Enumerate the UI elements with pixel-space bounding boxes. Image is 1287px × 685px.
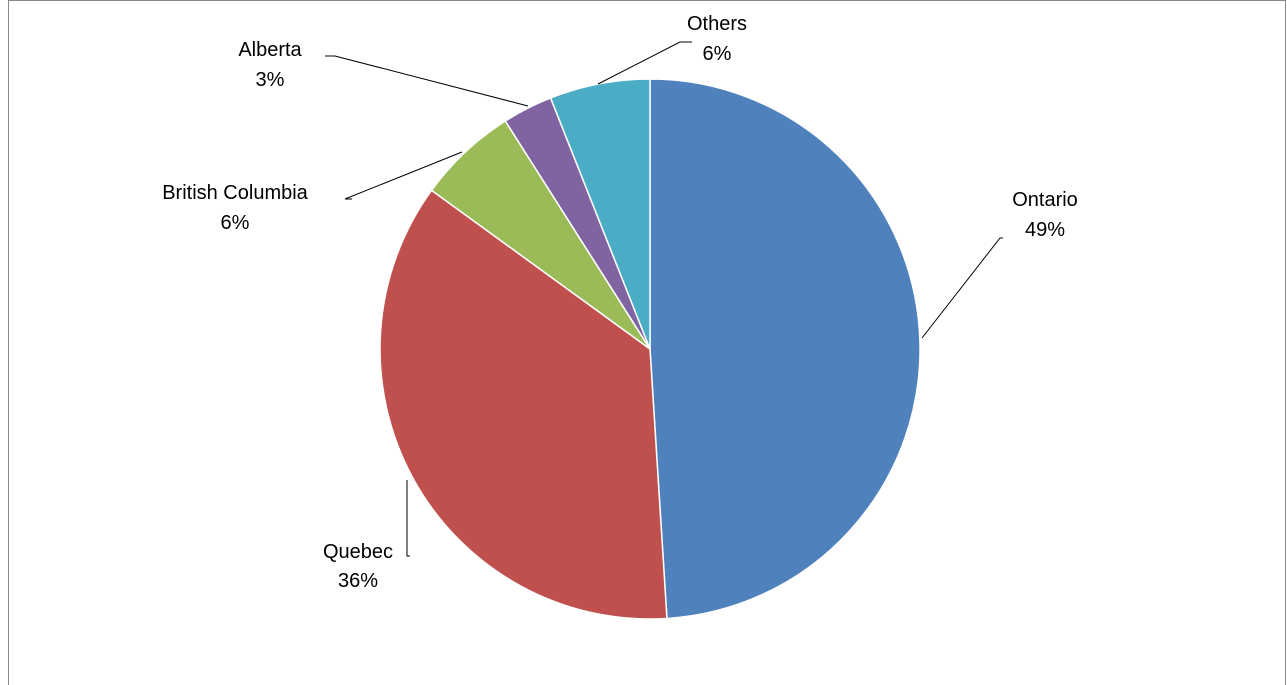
label-british-columbia-pct: 6% [221, 212, 250, 234]
label-ontario-pct: 49% [1025, 219, 1065, 241]
leader-line-others [597, 41, 692, 85]
leader-line-quebec [406, 480, 410, 557]
label-quebec-pct: 36% [338, 570, 378, 592]
pie-slice-ontario [649, 78, 921, 620]
pie-slices [379, 78, 921, 620]
label-alberta-pct: 3% [256, 69, 285, 91]
leader-line-alberta [325, 55, 529, 107]
label-ontario-name: Ontario [1012, 189, 1078, 211]
label-others-name: Others [687, 13, 747, 35]
label-alberta-name: Alberta [238, 39, 302, 61]
label-british-columbia-name: British Columbia [162, 182, 308, 204]
leader-lines [325, 41, 1003, 557]
leader-line-ontario [921, 237, 1003, 339]
label-others-pct: 6% [703, 43, 732, 65]
pie-slice-quebec [379, 189, 668, 620]
label-quebec-name: Quebec [323, 541, 393, 563]
slice-labels: Ontario 49% Quebec 36% British Columbia … [162, 13, 1078, 592]
leader-line-british-columbia [344, 151, 463, 200]
